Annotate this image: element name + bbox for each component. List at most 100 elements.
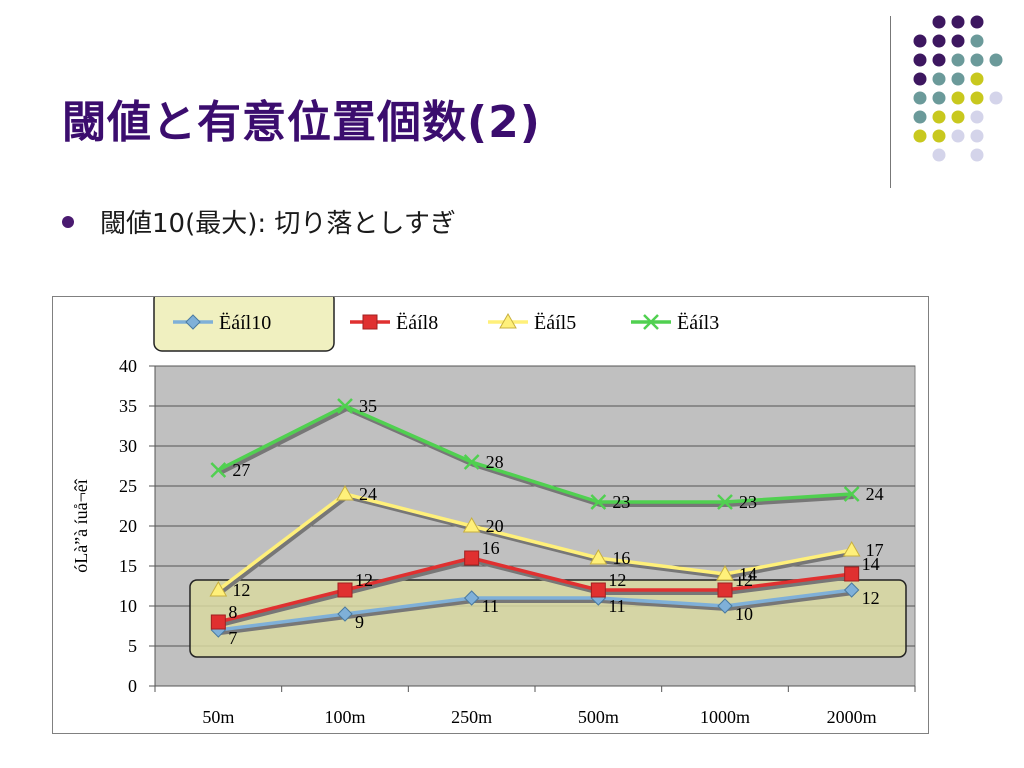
- decorative-dot: [932, 34, 946, 48]
- data-point: [337, 606, 353, 622]
- data-point: [336, 484, 354, 501]
- data-label: 24: [866, 484, 884, 504]
- data-point: [462, 516, 481, 533]
- y-tick-label: 30: [119, 436, 137, 456]
- decorative-dot: [951, 91, 965, 105]
- data-point: [590, 494, 607, 510]
- bullet-text: 閾値10(最大): 切り落としすぎ: [100, 209, 456, 239]
- legend-label: Ëáíl3: [677, 311, 719, 334]
- decorative-dot: [951, 53, 965, 67]
- series-Ëáíl10: 7 9 11 11 10 12: [210, 582, 880, 648]
- decorative-dot: [913, 129, 927, 143]
- x-tick-label: 1000m: [700, 707, 750, 727]
- decorative-dot: [970, 34, 984, 48]
- data-label: 12: [608, 570, 626, 590]
- data-label: 12: [355, 570, 373, 590]
- data-label: 23: [612, 492, 630, 512]
- decorative-dot: [932, 129, 946, 143]
- data-point: [590, 582, 606, 598]
- data-point: [337, 398, 353, 414]
- series-line-shadow: [219, 407, 854, 507]
- data-label: 7: [228, 628, 237, 648]
- decorative-dot: [951, 129, 965, 143]
- data-point: [843, 486, 860, 502]
- data-point: [464, 550, 480, 566]
- data-point: [209, 580, 228, 597]
- y-tick-label: 40: [119, 356, 137, 376]
- decorative-dot: [970, 15, 984, 29]
- legend-label: Ëáíl5: [534, 311, 576, 334]
- data-point: [842, 540, 861, 557]
- decorative-dot: [970, 72, 984, 86]
- bullet-item: 閾値10(最大): 切り落としすぎ: [62, 203, 456, 240]
- series-line-shadow: [219, 495, 855, 595]
- data-point: [499, 312, 517, 329]
- series-line-shadow: [219, 559, 854, 627]
- decorative-dot: [913, 110, 927, 124]
- x-tick-label: 500m: [578, 707, 619, 727]
- data-label: 14: [739, 564, 757, 584]
- series-Ëáíl3: 27 35 28 23 23 24: [210, 396, 884, 512]
- data-label: 23: [739, 492, 757, 512]
- data-point: [843, 582, 860, 598]
- decorative-dot-grid: [913, 15, 1003, 162]
- decorative-dot: [913, 91, 927, 105]
- x-tick-label: 100m: [324, 707, 365, 727]
- decorative-dot: [970, 129, 984, 143]
- y-tick-label: 10: [119, 596, 137, 616]
- data-label: 16: [612, 548, 630, 568]
- y-tick-label: 25: [119, 476, 137, 496]
- decorative-dot: [951, 72, 965, 86]
- bullet-dot-icon: [62, 215, 74, 228]
- legend: Ëáíl10 Ëáíl8 Ëáíl5 Ëáíl3: [153, 290, 719, 352]
- series-line: [217, 404, 852, 504]
- data-point: [589, 548, 608, 565]
- data-label: 9: [355, 612, 364, 632]
- decorative-dot: [913, 34, 927, 48]
- data-label: 17: [866, 540, 884, 560]
- data-label: 10: [735, 604, 753, 624]
- line-chart: 0 5 10 15 20 25 30 35 40 50m 100m 250m 500m 1000m 2000…: [71, 290, 916, 727]
- decorative-dot: [989, 53, 1003, 67]
- x-tick-label: 250m: [451, 707, 492, 727]
- y-tick-label: 35: [119, 396, 137, 416]
- decorative-dot: [951, 15, 965, 29]
- series-line: [217, 492, 852, 592]
- data-label: 24: [359, 484, 377, 504]
- y-tick-label: 0: [128, 676, 137, 696]
- data-point: [210, 462, 227, 478]
- slide-title: 閾値と有意位置個数(2): [62, 97, 541, 148]
- decorative-dot: [951, 34, 965, 48]
- y-tick-label: 5: [128, 636, 137, 656]
- data-label: 12: [862, 588, 880, 608]
- data-label: 27: [232, 460, 250, 480]
- data-point: [210, 614, 226, 630]
- decorative-dot: [970, 53, 984, 67]
- data-label: 20: [486, 516, 504, 536]
- data-point: [463, 454, 480, 470]
- data-point: [463, 590, 480, 606]
- data-label: 11: [482, 596, 499, 616]
- series-line-shadow: [220, 591, 854, 635]
- data-label: 28: [486, 452, 504, 472]
- x-tick-label: 2000m: [827, 707, 877, 727]
- legend-label: Ëáíl8: [396, 311, 438, 334]
- chart-frame: 0 5 10 15 20 25 30 35 40 50m 100m 250m 500m 1000m 2000…: [52, 290, 929, 734]
- decorative-dot: [932, 72, 946, 86]
- data-label: 16: [482, 538, 500, 558]
- y-tick-label: 20: [119, 516, 137, 536]
- data-point: [717, 598, 733, 614]
- decorative-dot: [970, 148, 984, 162]
- data-label: 8: [228, 602, 237, 622]
- series-line: [217, 556, 852, 624]
- series-line: [218, 588, 852, 632]
- data-point: [643, 314, 659, 330]
- decorative-divider: [890, 16, 891, 188]
- decorative-dot: [970, 91, 984, 105]
- data-point: [717, 582, 733, 598]
- decorative-dot: [932, 53, 946, 67]
- y-tick-label: 15: [119, 556, 137, 576]
- data-point: [185, 314, 201, 330]
